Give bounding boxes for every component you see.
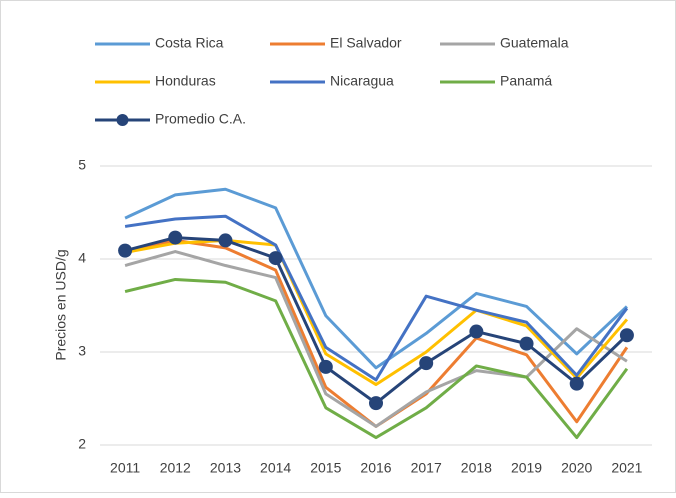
series-line <box>124 238 629 387</box>
series-marker <box>519 336 534 351</box>
legend-label: El Salvador <box>330 35 402 51</box>
x-tick-label: 2018 <box>461 460 492 476</box>
x-tick-label: 2017 <box>411 460 442 476</box>
y-tick-label: 4 <box>78 250 86 266</box>
x-tick-label: 2012 <box>160 460 191 476</box>
series-line <box>124 277 629 440</box>
y-tick-label: 3 <box>78 343 86 359</box>
x-tick-label: 2014 <box>260 460 291 476</box>
series-line <box>124 250 628 428</box>
series-marker <box>569 376 584 391</box>
series-marker <box>168 230 183 245</box>
y-tick-label: 2 <box>78 436 86 452</box>
x-tick-label: 2013 <box>210 460 241 476</box>
legend-label: Honduras <box>155 73 216 89</box>
y-axis-title: Precios en USD/g <box>53 249 69 360</box>
series-marker <box>369 396 383 411</box>
legend-label: Costa Rica <box>155 35 224 51</box>
legend-label: Panamá <box>500 73 552 89</box>
x-tick-label: 2015 <box>310 460 341 476</box>
series-marker <box>469 324 484 339</box>
x-tick-label: 2019 <box>511 460 542 476</box>
x-tick-label: 2011 <box>110 460 140 476</box>
x-tick-label: 2016 <box>360 460 391 476</box>
series-line <box>124 187 628 370</box>
x-tick-label: 2021 <box>611 460 642 476</box>
series-line <box>124 214 629 382</box>
legend-label: Guatemala <box>500 35 569 51</box>
legend-label: Nicaragua <box>330 73 394 89</box>
series-marker <box>419 356 434 371</box>
series-marker <box>619 328 634 343</box>
series-marker <box>268 251 283 266</box>
legend-label: Promedio C.A. <box>155 111 246 127</box>
series-marker <box>218 233 233 248</box>
series-marker <box>118 243 133 258</box>
series-marker <box>318 359 333 374</box>
legend-marker <box>116 114 129 126</box>
x-tick-label: 2020 <box>561 460 592 476</box>
y-tick-label: 5 <box>78 157 86 173</box>
